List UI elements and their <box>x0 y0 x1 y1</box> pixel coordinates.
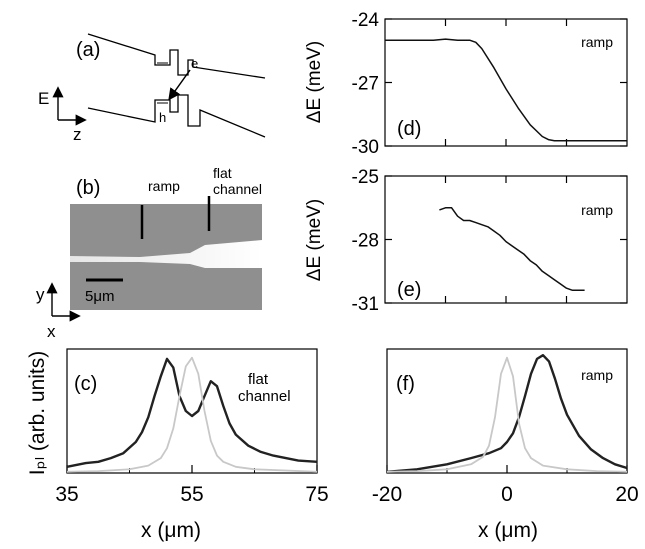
channel-label: channel <box>213 181 262 197</box>
chart-c-series-1 <box>66 356 318 473</box>
y-axis-label: y <box>36 285 45 304</box>
ramp-label: ramp <box>148 178 180 194</box>
chart-e-ylabel: ΔE (meV) <box>304 199 325 281</box>
chart-c-annotation-1: flat <box>248 371 269 388</box>
chart-f-xtick-label: -20 <box>372 483 402 506</box>
chart-e-series-0 <box>439 207 585 292</box>
chart-f-xlabel: x (μm) <box>478 519 538 542</box>
chart-e-ytick-label: -31 <box>352 294 379 315</box>
panel-label-d: (d) <box>397 118 421 140</box>
chart-e-ytick-label: -25 <box>352 167 379 188</box>
micrograph-panel: (b) ramp flat channel 5μm y x <box>36 165 262 341</box>
chart-f-xtick-label: 0 <box>501 483 513 506</box>
chart-e-marks: -25 -28 -31 <box>352 167 627 315</box>
chart-d-marks: -24 -27 -30 <box>352 10 627 158</box>
chart-e-ytick-label: -28 <box>352 231 379 252</box>
chart-d-ytick-label: -30 <box>352 137 379 158</box>
chart-d-annotation: ramp <box>581 34 613 50</box>
chart-c-marks: 35 55 75 <box>55 356 329 506</box>
chart-c-xtick-label: 55 <box>180 483 203 506</box>
chart-f-xtick-label: 20 <box>615 483 638 506</box>
x-axis-label: x <box>47 322 56 341</box>
chart-f-annotation: ramp <box>581 367 613 383</box>
chart-d-series-0 <box>385 38 627 142</box>
chart-e-annotation: ramp <box>581 202 613 218</box>
chart-f-series-1 <box>386 356 628 473</box>
scale-bar-label: 5μm <box>85 288 114 305</box>
pl-intensity-ylabel: Iₚₗ (arb. units) <box>26 351 49 476</box>
conduction-band <box>87 33 266 79</box>
valence-band <box>87 94 266 138</box>
chart-f: (f) ramp x (μm) -20 0 20 <box>372 348 639 542</box>
panel-label-f: (f) <box>396 373 415 395</box>
chart-e: (e) ramp ΔE (meV) -25 -28 -31 <box>304 167 628 315</box>
panel-label-b: (b) <box>76 177 100 199</box>
chart-c-series-0 <box>66 357 318 468</box>
chart-c-xtick-label: 35 <box>55 483 78 506</box>
flat-label: flat <box>213 165 232 181</box>
chart-d: (d) ramp ΔE (meV) -24 -27 -30 <box>304 10 628 158</box>
chart-d-ytick-label: -27 <box>352 74 379 95</box>
chart-d-ytick-label: -24 <box>352 10 380 31</box>
chart-c-xtick-label: 75 <box>305 483 328 506</box>
electron-label: e <box>191 56 198 71</box>
band-diagram: (a) e h E z <box>38 33 266 144</box>
panel-label-c: (c) <box>74 373 97 395</box>
chart-c-xlabel: x (μm) <box>141 519 201 542</box>
panel-label-a: (a) <box>76 39 100 61</box>
chart-d-ylabel: ΔE (meV) <box>304 41 325 123</box>
chart-f-series-0 <box>386 354 628 473</box>
chart-f-marks: -20 0 20 <box>372 354 639 506</box>
energy-axis-label: E <box>38 89 49 108</box>
position-axis-label: z <box>73 125 82 144</box>
chart-c-frame <box>66 348 318 474</box>
channel-stripe <box>70 240 262 268</box>
chart-c-annotation-2: channel <box>238 388 291 405</box>
indirect-transition-arrow <box>168 69 191 101</box>
hole-label: h <box>159 110 166 125</box>
chart-c: (c) flat channel x (μm) 35 55 75 <box>55 348 329 542</box>
panel-label-e: (e) <box>397 279 421 301</box>
